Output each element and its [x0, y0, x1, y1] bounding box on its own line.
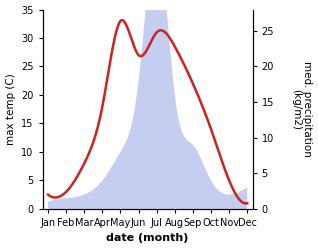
Y-axis label: max temp (C): max temp (C)	[5, 73, 16, 145]
Y-axis label: med. precipitation
(kg/m2): med. precipitation (kg/m2)	[291, 61, 313, 157]
X-axis label: date (month): date (month)	[107, 234, 189, 244]
